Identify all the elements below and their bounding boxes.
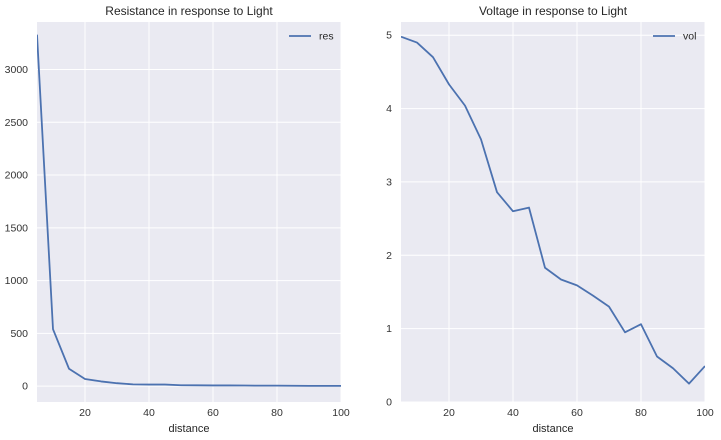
x-tick-label: 100 <box>332 407 350 419</box>
y-tick-label: 1 <box>386 323 392 335</box>
x-tick-label: 60 <box>207 407 219 419</box>
x-axis-label: distance <box>169 423 210 435</box>
series-line-res <box>37 34 341 387</box>
x-tick-label: 60 <box>571 407 583 419</box>
plot-area <box>401 22 705 402</box>
x-tick-label: 20 <box>79 407 91 419</box>
y-tick-label: 2 <box>386 250 392 262</box>
y-tick-label: 2000 <box>5 170 29 182</box>
voltage-chart: 20 40 60 80 100 0 1 2 3 4 5 Voltage in response to … <box>386 4 714 435</box>
chart-title: Voltage in response to Light <box>479 4 628 18</box>
x-tick-label: 40 <box>507 407 519 419</box>
chart-title: Resistance in response to Light <box>105 4 273 18</box>
y-tick-label: 3 <box>386 176 392 188</box>
legend-label: res <box>319 31 334 43</box>
y-tick-label: 4 <box>386 103 392 115</box>
y-tick-label: 500 <box>10 328 28 340</box>
y-tick-label: 1000 <box>5 275 29 287</box>
plot-area <box>37 22 341 402</box>
resistance-chart: 20 40 60 80 100050010001500200025003000Resis… <box>5 4 350 435</box>
x-tick-label: 100 <box>696 407 714 419</box>
y-tick-label: 0 <box>386 397 392 409</box>
series-line-vol <box>401 35 705 385</box>
x-tick-label: 80 <box>635 407 647 419</box>
y-tick-label: 5 <box>386 30 392 42</box>
x-tick-label: 40 <box>143 407 155 419</box>
x-axis-label: distance <box>533 423 574 435</box>
y-tick-label: 0 <box>22 381 28 393</box>
x-tick-label: 20 <box>443 407 455 419</box>
x-tick-label: 80 <box>271 407 283 419</box>
y-tick-label: 3000 <box>5 64 29 76</box>
legend-label: vol <box>683 31 696 43</box>
y-tick-label: 2500 <box>5 117 29 129</box>
y-tick-label: 1500 <box>5 222 29 234</box>
